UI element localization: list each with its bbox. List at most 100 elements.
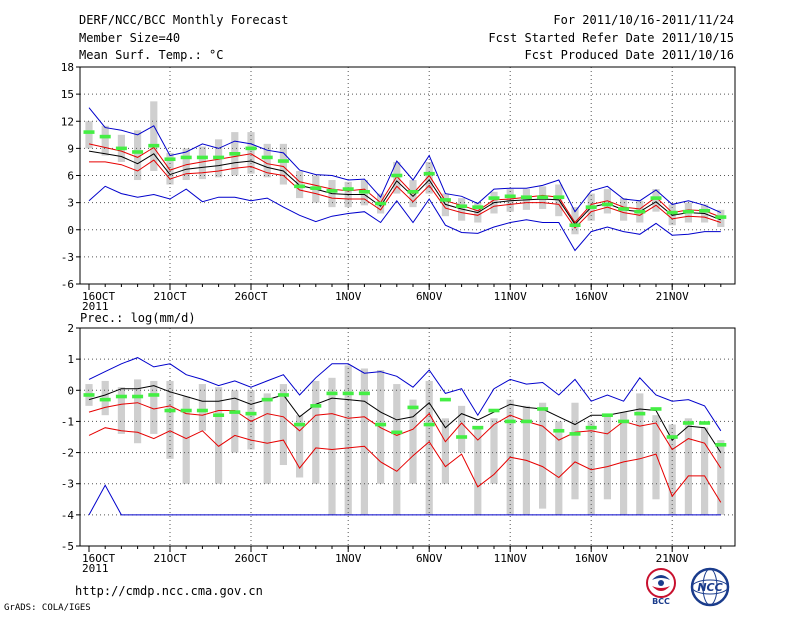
prec-spread-box <box>166 380 174 459</box>
temp-observed-marker <box>115 146 127 151</box>
prec-spread-box <box>134 379 142 444</box>
prec-observed-marker <box>358 391 370 396</box>
temp-observed-marker <box>310 186 322 190</box>
prec-observed-marker <box>229 410 241 414</box>
temp-observed-marker <box>715 215 727 219</box>
chart-title: DERF/NCC/BCC Monthly Forecast <box>79 13 289 27</box>
prec-observed-marker <box>148 393 160 397</box>
temp-ytick-label: 18 <box>61 61 74 74</box>
prec-spread-box <box>231 390 239 453</box>
prec-observed-marker <box>423 422 435 427</box>
temp-series-lower-bound <box>88 185 721 252</box>
temp-ytick-label: 0 <box>67 224 74 237</box>
prec-observed-marker <box>488 408 500 413</box>
temp-observed-marker <box>520 195 532 199</box>
temp-observed-marker <box>277 159 289 163</box>
prec-spread-box <box>684 418 692 515</box>
prec-observed-marker <box>99 397 111 402</box>
temp-observed-marker <box>294 184 306 189</box>
temp-observed-marker <box>423 171 435 176</box>
prec-observed-marker <box>375 422 387 427</box>
bcc-logo-text: BCC <box>652 597 670 606</box>
temp-spread-box <box>571 207 579 235</box>
prec-series-upper-bound <box>88 357 722 432</box>
source-url[interactable]: http://cmdp.ncc.cma.gov.cn <box>75 584 263 598</box>
prec-observed-marker <box>213 413 225 417</box>
prec-spread-box <box>182 396 190 484</box>
temp-observed-marker <box>358 189 370 194</box>
member-size-label: Member Size=40 <box>79 31 181 45</box>
temp-ytick-label: 6 <box>67 170 74 183</box>
temp-spread-box <box>166 152 174 185</box>
temp-observed-marker <box>682 209 694 214</box>
prec-observed-marker <box>391 430 403 435</box>
prec-plot-frame <box>79 327 736 547</box>
prec-spread-box <box>652 415 660 500</box>
prec-spread-box <box>490 418 498 484</box>
temp-spread-box <box>652 189 660 212</box>
ncc-logo-icon: NCC <box>690 567 730 607</box>
temp-spread-box <box>150 101 158 171</box>
temp-xtick-label: 26OCT <box>234 290 267 303</box>
temp-spread-box <box>101 125 109 156</box>
prec-ytick-label: 1 <box>67 353 74 366</box>
temp-observed-marker <box>666 210 678 215</box>
prec-observed-marker <box>715 442 727 447</box>
temp-observed-marker <box>180 155 192 160</box>
prec-observed-marker <box>83 393 95 397</box>
prec-ytick-label: -5 <box>61 540 74 553</box>
prec-spread-box <box>150 380 158 434</box>
prec-xtick-label: 26OCT <box>234 552 267 565</box>
prec-spread-box <box>263 393 271 484</box>
bcc-logo-icon: BCC <box>646 568 676 606</box>
prec-observed-marker <box>634 411 646 416</box>
prec-spread-box <box>555 421 563 515</box>
prec-observed-marker <box>682 421 694 425</box>
temp-ytick-label: 12 <box>61 115 74 128</box>
prec-spread-box <box>377 370 385 484</box>
temp-observed-marker <box>585 205 597 209</box>
prec-observed-marker <box>132 394 144 399</box>
temp-observed-marker <box>456 204 468 209</box>
prec-spread-box <box>198 384 206 431</box>
prec-observed-marker <box>666 435 678 439</box>
temp-observed-marker <box>650 196 662 200</box>
temp-observed-marker <box>132 150 144 154</box>
prec-xtick-label: 6NOV <box>416 552 443 565</box>
temp-spread-box <box>279 143 287 185</box>
produced-date-label: Fcst Produced Date 2011/10/16 <box>524 48 734 62</box>
temp-observed-marker <box>83 130 95 134</box>
prec-spread-box <box>620 412 628 515</box>
prec-xtick-label: 16OCT <box>82 552 115 565</box>
prec-spread-box <box>296 415 304 478</box>
prec-spread-box <box>458 405 466 453</box>
prec-observed-marker <box>245 411 257 416</box>
prec-spread-box <box>474 427 482 515</box>
started-refer-date-label: Fcst Started Refer Date 2011/10/15 <box>488 31 734 45</box>
prec-ytick-label: 2 <box>67 322 74 335</box>
temp-spread-box <box>134 130 142 181</box>
prec-ytick-label: -1 <box>61 415 74 428</box>
temp-observed-marker <box>326 189 338 193</box>
temp-spread-box <box>296 170 304 199</box>
prec-observed-marker <box>650 407 662 411</box>
variable-label: Mean Surf. Temp.: °C <box>79 48 224 62</box>
temp-series-inner-lower <box>89 159 721 229</box>
ncc-logo-text: NCC <box>697 581 722 594</box>
prec-xtick-label: 16NOV <box>575 552 608 565</box>
prec-observed-marker <box>520 419 532 424</box>
temp-observed-marker <box>634 209 646 214</box>
prec-spread-box <box>215 387 223 484</box>
prec-observed-marker <box>294 422 306 427</box>
prec-observed-marker <box>439 397 451 402</box>
temp-year-label: 2011 <box>82 300 109 313</box>
prec-spread-box <box>717 440 725 515</box>
temp-spread-box <box>393 161 401 194</box>
prec-spread-box <box>247 390 255 450</box>
temp-observed-marker <box>699 208 711 213</box>
temp-observed-marker <box>553 195 565 199</box>
prec-year-label: 2011 <box>82 562 109 575</box>
prec-spread-box <box>328 377 336 515</box>
temp-spread-box <box>425 161 433 194</box>
temp-observed-marker <box>488 196 500 200</box>
